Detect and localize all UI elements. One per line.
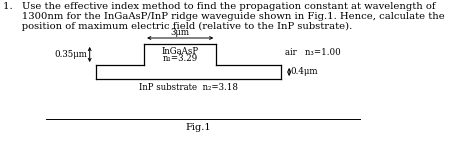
Text: InGaAsP: InGaAsP [162,47,199,56]
Text: 3μm: 3μm [171,28,190,37]
Text: position of maximum electric field (relative to the InP substrate).: position of maximum electric field (rela… [2,22,352,31]
Text: 1300nm for the InGaAsP/InP ridge waveguide shown in Fig.1. Hence, calculate the: 1300nm for the InGaAsP/InP ridge wavegui… [2,12,444,21]
Text: Fig.1: Fig.1 [186,124,211,133]
Text: n₁=3.29: n₁=3.29 [163,54,198,63]
Text: 1.   Use the effective index method to find the propagation constant at waveleng: 1. Use the effective index method to fin… [2,2,435,11]
Text: air   n₃=1.00: air n₃=1.00 [285,48,341,57]
Text: 0.35μm: 0.35μm [55,50,87,59]
Text: 0.4μm: 0.4μm [291,68,319,77]
Text: InP substrate  n₂=3.18: InP substrate n₂=3.18 [139,82,238,92]
